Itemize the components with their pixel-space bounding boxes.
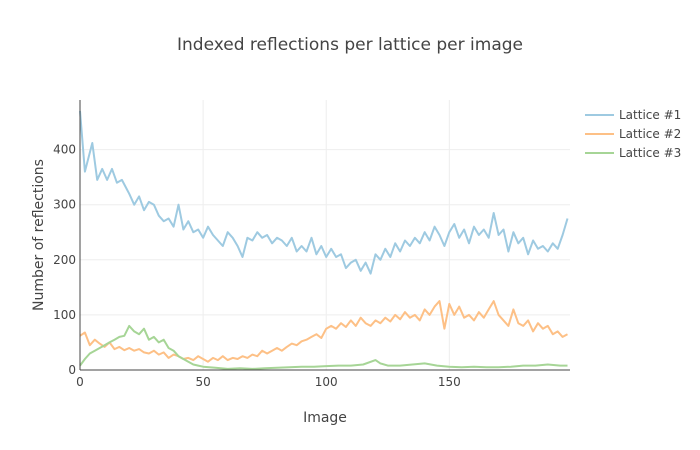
legend-item-lattice-2[interactable]: Lattice #2: [585, 127, 681, 141]
legend-label: Lattice #1: [619, 108, 681, 122]
x-tick-label: 100: [315, 375, 338, 389]
series-lines: [79, 110, 569, 370]
y-tick-labels: 0 100 200 300 400: [53, 143, 76, 377]
series-line-lattice-2: [79, 300, 568, 363]
x-tick-label: 150: [438, 375, 461, 389]
legend-label: Lattice #3: [619, 146, 681, 160]
chart-title: Indexed reflections per lattice per imag…: [177, 35, 523, 55]
x-axis-title: Image: [303, 410, 347, 426]
y-tick-label: 100: [53, 308, 76, 322]
x-tick-label: 50: [195, 375, 210, 389]
legend-item-lattice-1[interactable]: Lattice #1: [585, 108, 681, 122]
y-tick-label: 200: [53, 253, 76, 267]
y-tick-label: 400: [53, 143, 76, 157]
series-line-lattice-1: [79, 110, 569, 275]
grid: [80, 100, 570, 370]
x-tick-labels: 0 50 100 150: [76, 375, 461, 389]
legend-item-lattice-3[interactable]: Lattice #3: [585, 146, 681, 160]
legend-label: Lattice #2: [619, 127, 681, 141]
y-axis-title: Number of reflections: [31, 159, 47, 311]
y-tick-label: 300: [53, 198, 76, 212]
y-tick-label: 0: [68, 363, 76, 377]
legend: Lattice #1 Lattice #2 Lattice #3: [585, 108, 681, 160]
x-tick-label: 0: [76, 375, 84, 389]
series-line-lattice-3: [79, 324, 568, 370]
